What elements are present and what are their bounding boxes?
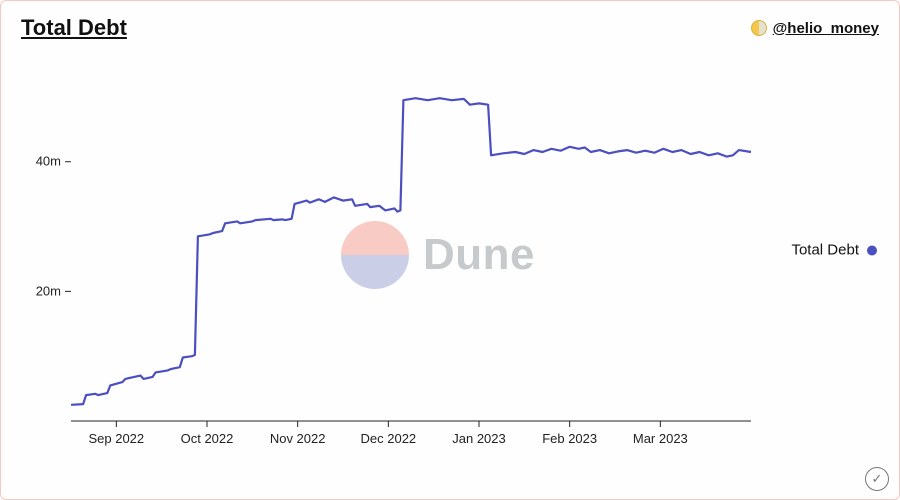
svg-text:40m: 40m xyxy=(36,154,61,169)
chart-legend[interactable]: Total Debt xyxy=(791,242,877,259)
svg-text:Mar 2023: Mar 2023 xyxy=(633,431,688,446)
chart-title-link[interactable]: Total Debt xyxy=(21,15,127,41)
author-handle: @helio_money xyxy=(773,20,879,37)
legend-color-icon xyxy=(867,245,877,255)
svg-text:Feb 2023: Feb 2023 xyxy=(542,431,597,446)
check-symbol: ✓ xyxy=(872,471,883,487)
card-header: Total Debt @helio_money xyxy=(21,15,879,41)
chart-plot-area[interactable]: 20m 40m Sep 2022 Oct 2022 Nov 2022 Dec 2022 Ja… xyxy=(21,61,761,461)
svg-text:Sep 2022: Sep 2022 xyxy=(88,431,144,446)
chart-svg: 20m 40m Sep 2022 Oct 2022 Nov 2022 Dec 2022 Ja… xyxy=(21,61,761,461)
author-link[interactable]: @helio_money xyxy=(751,20,879,37)
svg-text:20m: 20m xyxy=(36,283,61,298)
svg-text:Dec 2022: Dec 2022 xyxy=(361,431,417,446)
author-avatar-icon xyxy=(751,20,767,36)
chart-card: Total Debt @helio_money Dune 20m40mSep 2… xyxy=(0,0,900,500)
svg-text:Jan 2023: Jan 2023 xyxy=(452,431,506,446)
svg-text:Oct 2022: Oct 2022 xyxy=(181,431,234,446)
legend-item-label: Total Debt xyxy=(791,242,859,259)
svg-text:Nov 2022: Nov 2022 xyxy=(270,431,326,446)
verified-badge-icon[interactable]: ✓ xyxy=(865,467,889,491)
